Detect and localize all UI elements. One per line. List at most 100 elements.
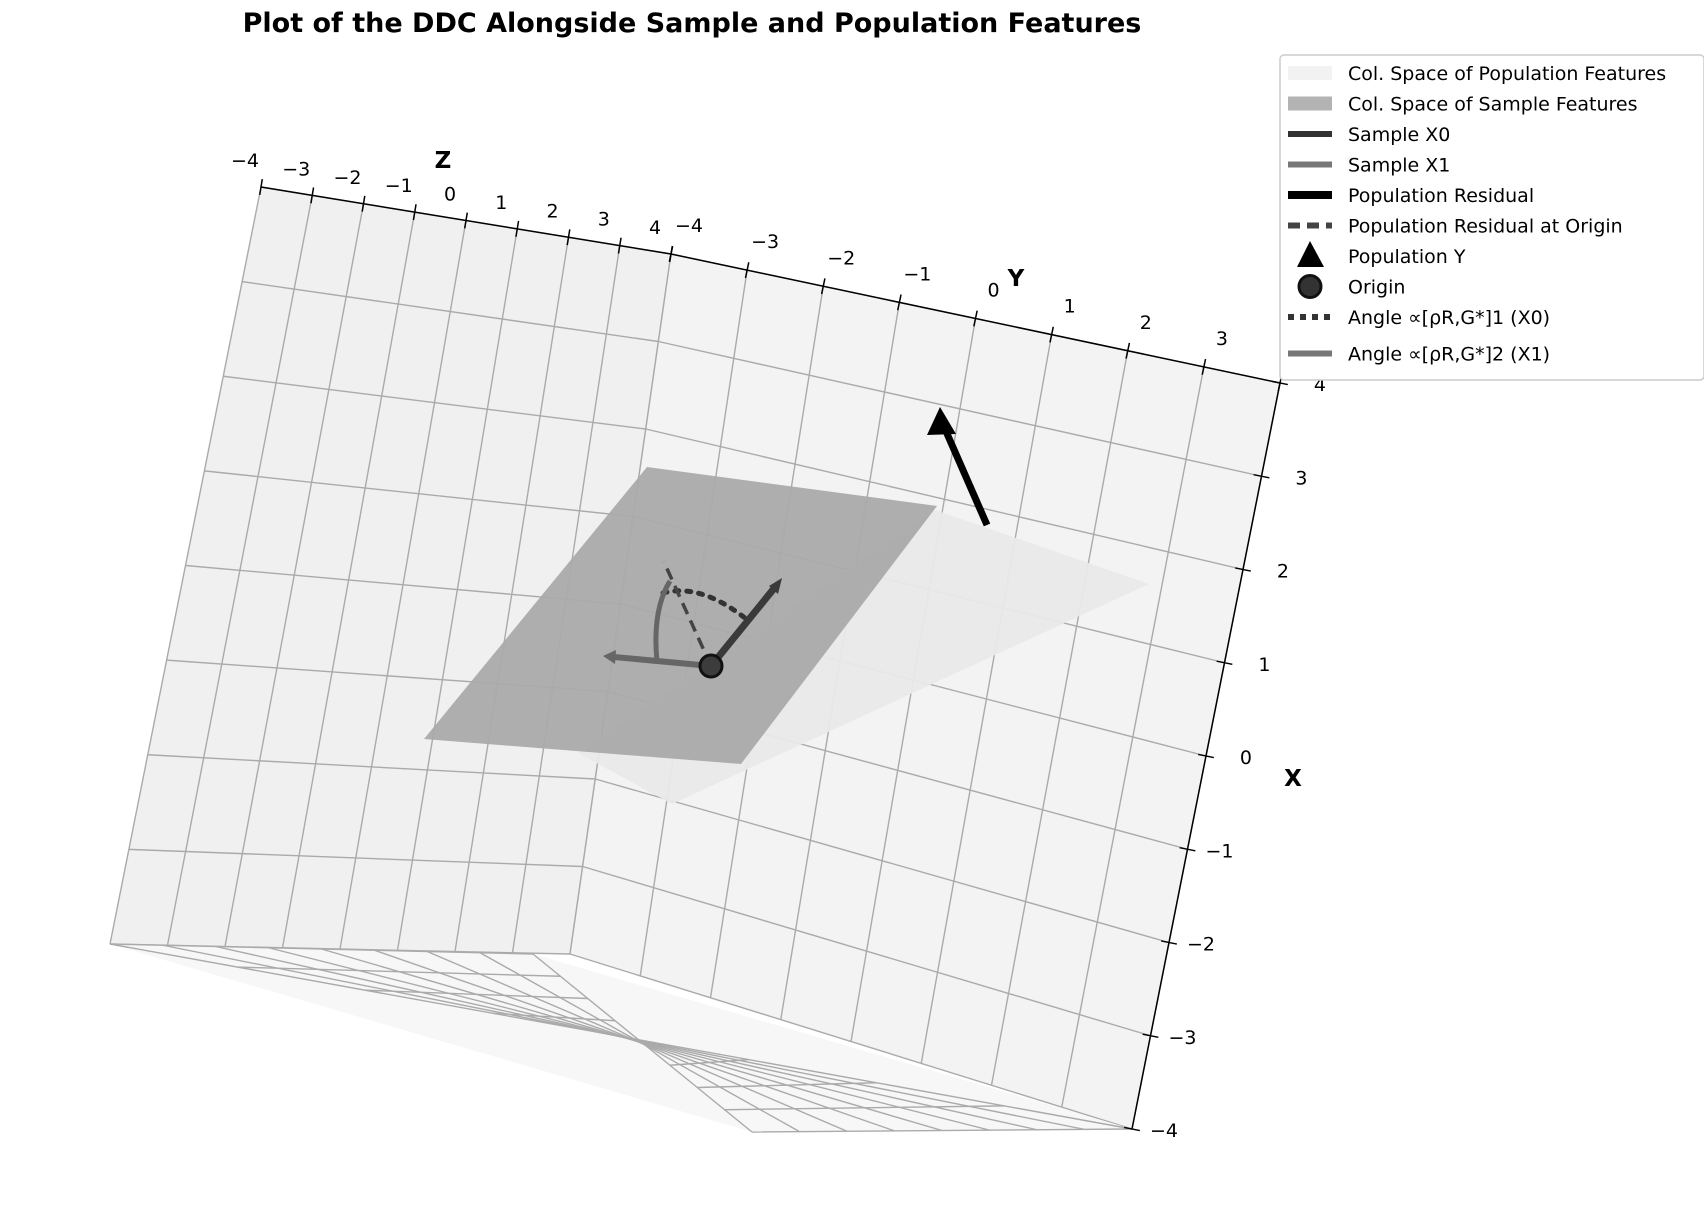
y-tick (1049, 326, 1055, 343)
y-tick (744, 262, 750, 279)
legend-label: Population Residual (1348, 185, 1534, 207)
grid-line (1061, 366, 1205, 1108)
x-tick (1124, 1126, 1140, 1132)
z-tick-label: 2 (546, 200, 558, 222)
x-tick (1253, 473, 1270, 479)
legend-symbol-col-space-of-sample-features (1288, 96, 1332, 111)
x-tick-label: 0 (1240, 747, 1252, 769)
z-tick (515, 220, 520, 237)
y-tick-label: −1 (903, 263, 931, 285)
z-tick (412, 204, 417, 221)
legend-label: Col. Space of Population Features (1348, 63, 1666, 85)
population-residual-at-origin (662, 561, 713, 667)
z-tick-label: 0 (444, 184, 456, 206)
z-tick (361, 195, 366, 212)
angle-arc-x1 (653, 579, 673, 663)
x-tick-label: −3 (1168, 1027, 1196, 1049)
legend-label: Origin (1348, 277, 1405, 299)
y-tick (820, 278, 826, 295)
y-tick (973, 310, 978, 327)
legend-label: Population Residual at Origin (1348, 216, 1623, 238)
angle-arc-x0 (660, 588, 748, 621)
y-tick-label: 3 (1216, 328, 1228, 350)
grid-line (532, 953, 753, 1133)
x-tick-label: −2 (1187, 934, 1215, 956)
grid-line (669, 1058, 749, 1066)
y-tick (1201, 358, 1207, 375)
z-tick-label: 4 (649, 217, 661, 239)
chart-title: Plot of the DDC Alongside Sample and Pop… (243, 8, 1142, 39)
legend: Col. Space of Population Features Col. Sp… (1279, 54, 1704, 381)
legend-label: Col. Space of Sample Features (1348, 94, 1638, 116)
z-tick-label: 1 (495, 192, 507, 214)
y-tick (896, 294, 902, 311)
grid-line (990, 350, 1129, 1086)
sample-x0-arrow (708, 578, 782, 669)
z-tick (310, 187, 315, 204)
y-tick (668, 246, 674, 262)
x-tick (1272, 380, 1288, 386)
z-tick (566, 229, 571, 246)
x-tick (1235, 567, 1251, 572)
y-tick-label: −4 (675, 215, 703, 237)
z-tick (617, 237, 622, 254)
z-tick (258, 178, 264, 196)
y-tick-label: 0 (987, 280, 999, 302)
x-tick-label: −4 (1150, 1120, 1178, 1142)
grid-line (751, 1128, 1133, 1133)
z-tick-label: 3 (598, 209, 610, 231)
origin-marker (698, 653, 724, 679)
population-y-marker (927, 407, 956, 435)
grid-line (724, 1105, 1005, 1111)
legend-label: Sample X1 (1348, 155, 1450, 177)
x-tick (1142, 1033, 1159, 1039)
x-tick (1198, 753, 1214, 759)
x-tick-label: 1 (1258, 654, 1270, 676)
z-tick-label: −2 (333, 167, 361, 189)
z-tick-label: −3 (282, 158, 310, 180)
z-tick-label: −4 (231, 150, 259, 172)
grid-line (595, 778, 1170, 944)
x-tick (1216, 660, 1233, 666)
floor-pane (109, 943, 1133, 1133)
grid-line (569, 953, 1133, 1130)
grid-line (396, 228, 518, 951)
y-tick-label: 1 (1064, 296, 1076, 318)
grid-line (582, 865, 1151, 1037)
grid-line (147, 754, 596, 780)
population-residual-arrow (941, 427, 991, 527)
y-axis-label: Y (1007, 266, 1025, 292)
x-axis-label: X (1284, 766, 1302, 792)
legend-symbol-col-space-of-population-features (1288, 66, 1332, 80)
legend-label: Population Y (1348, 246, 1466, 268)
z-axis-label: Z (435, 148, 452, 174)
grid-line (479, 952, 800, 1133)
legend-label: Angle ∝[ρR,G*]1 (X0) (1348, 307, 1550, 329)
legend-label: Sample X0 (1348, 124, 1450, 146)
legend-symbol-population-y (1297, 241, 1324, 267)
x-tick (1161, 940, 1177, 945)
legend-box (1279, 54, 1704, 381)
grid-line (697, 1082, 877, 1089)
x-tick-label: 3 (1295, 467, 1307, 489)
legend-symbol-origin (1297, 274, 1323, 299)
x-tick (1179, 846, 1196, 852)
grid-line (454, 237, 570, 952)
sample-col-space-plane (424, 467, 937, 764)
z-tick (463, 212, 469, 229)
back-pane-left (109, 186, 672, 955)
y-tick-label: −3 (751, 231, 779, 253)
y-tick-label: −2 (827, 247, 855, 269)
sample-x1-arrow (603, 650, 712, 669)
y-tick (1125, 342, 1131, 359)
x-tick-label: 2 (1277, 561, 1289, 583)
grid-line (920, 334, 1053, 1064)
y-tick-label: 2 (1140, 312, 1152, 334)
grid-line (128, 848, 583, 868)
x-tick-label: −1 (1205, 840, 1233, 862)
z-tick-label: −1 (385, 175, 413, 197)
legend-label: Angle ∝[ρR,G*]2 (X1) (1348, 344, 1550, 366)
